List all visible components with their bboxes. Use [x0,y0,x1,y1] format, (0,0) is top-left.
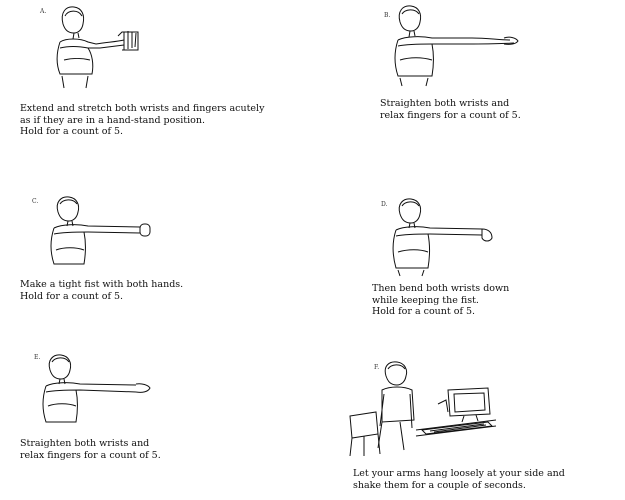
caption-line: Hold for a count of 5. [372,306,476,317]
caption-line: Hold for a count of 5. [20,290,124,302]
panel-letter: A. [40,8,47,15]
caption-line: Straighten both wrists and [20,438,150,449]
figure-a-illustration [38,2,153,92]
panel-letter: C. [32,198,39,205]
panel-letter: D. [381,201,388,208]
figure-b-illustration [392,2,522,87]
panel-letter: B. [384,12,391,19]
figure-c-illustration [40,194,160,274]
figure-d-illustration [390,196,505,278]
caption-line: as if they are in a hand-stand position. [20,114,205,126]
caption-a: Extend and stretch both wrists and finge… [20,103,264,138]
caption-line: relax fingers for a count of 5. [380,109,521,121]
caption-line: shake them for a couple of seconds. [353,479,526,491]
caption-f: Let your arms hang loosely at your side … [353,468,565,491]
caption-line: Make a tight fist with both hands. [20,279,184,290]
caption-b: Straighten both wrists and relax fingers… [380,98,521,121]
caption-line: while keeping the fist. [372,294,479,306]
caption-line: Hold for a count of 5. [20,126,124,137]
caption-line: Straighten both wrists and [380,98,510,109]
caption-line: Extend and stretch both wrists and finge… [20,103,265,114]
caption-c: Make a tight fist with both hands. Hold … [20,279,183,302]
caption-e: Straighten both wrists and relax fingers… [20,438,161,461]
panel-letter: E. [34,354,41,361]
caption-line: Let your arms hang loosely at your side … [353,468,565,479]
figure-e-illustration [36,352,154,428]
figure-f-illustration [338,360,498,458]
caption-line: Then bend both wrists down [372,283,510,294]
caption-line: relax fingers for a count of 5. [20,449,161,461]
panel-letter: F. [374,364,380,371]
caption-d: Then bend both wrists down while keeping… [372,283,509,318]
